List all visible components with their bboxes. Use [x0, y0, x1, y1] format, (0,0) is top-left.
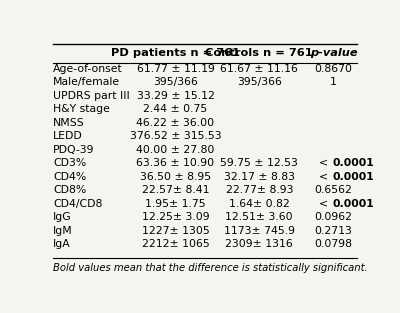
Text: 0.0798: 0.0798 — [315, 239, 353, 249]
Text: 2212± 1065: 2212± 1065 — [142, 239, 210, 249]
Text: PD patients n = 761: PD patients n = 761 — [111, 48, 240, 58]
Text: <: < — [320, 158, 332, 168]
Text: 395/366: 395/366 — [153, 77, 198, 87]
Text: 46.22 ± 36.00: 46.22 ± 36.00 — [136, 118, 215, 128]
Text: 0.0001: 0.0001 — [332, 199, 374, 209]
Text: 0.0001: 0.0001 — [332, 172, 374, 182]
Text: 2309± 1316: 2309± 1316 — [225, 239, 293, 249]
Text: 1.64± 0.82: 1.64± 0.82 — [229, 199, 290, 209]
Text: IgM: IgM — [53, 226, 73, 236]
Text: 22.77± 8.93: 22.77± 8.93 — [226, 185, 293, 195]
Text: 59.75 ± 12.53: 59.75 ± 12.53 — [220, 158, 298, 168]
Text: 36.50 ± 8.95: 36.50 ± 8.95 — [140, 172, 211, 182]
Text: Bold values mean that the difference is statistically significant.: Bold values mean that the difference is … — [53, 263, 368, 273]
Text: 61.77 ± 11.19: 61.77 ± 11.19 — [137, 64, 214, 74]
Text: 1.95± 1.75: 1.95± 1.75 — [145, 199, 206, 209]
Text: Controls n = 761: Controls n = 761 — [206, 48, 313, 58]
Text: CD8%: CD8% — [53, 185, 86, 195]
Text: Age-of-onset: Age-of-onset — [53, 64, 123, 74]
Text: 395/366: 395/366 — [237, 77, 282, 87]
Text: 63.36 ± 10.90: 63.36 ± 10.90 — [136, 158, 215, 168]
Text: 12.25± 3.09: 12.25± 3.09 — [142, 212, 209, 222]
Text: <: < — [320, 199, 332, 209]
Text: CD4%: CD4% — [53, 172, 86, 182]
Text: CD4/CD8: CD4/CD8 — [53, 199, 102, 209]
Text: 61.67 ± 11.16: 61.67 ± 11.16 — [220, 64, 298, 74]
Text: PDQ-39: PDQ-39 — [53, 145, 94, 155]
Text: 0.2713: 0.2713 — [315, 226, 352, 236]
Text: CD3%: CD3% — [53, 158, 86, 168]
Text: 22.57± 8.41: 22.57± 8.41 — [142, 185, 209, 195]
Text: 1173± 745.9: 1173± 745.9 — [224, 226, 295, 236]
Text: <: < — [320, 172, 332, 182]
Text: UPDRS part III: UPDRS part III — [53, 91, 130, 101]
Text: 0.0001: 0.0001 — [332, 158, 374, 168]
Text: 1: 1 — [330, 77, 337, 87]
Text: 33.29 ± 15.12: 33.29 ± 15.12 — [137, 91, 214, 101]
Text: H&Y stage: H&Y stage — [53, 104, 110, 114]
Text: 0.8670: 0.8670 — [315, 64, 353, 74]
Text: 0.0962: 0.0962 — [315, 212, 353, 222]
Text: 1227± 1305: 1227± 1305 — [142, 226, 210, 236]
Text: 2.44 ± 0.75: 2.44 ± 0.75 — [144, 104, 208, 114]
Text: NMSS: NMSS — [53, 118, 85, 128]
Text: Male/female: Male/female — [53, 77, 120, 87]
Text: IgG: IgG — [53, 212, 72, 222]
Text: 40.00 ± 27.80: 40.00 ± 27.80 — [136, 145, 215, 155]
Text: p-value: p-value — [310, 48, 358, 58]
Text: 0.6562: 0.6562 — [315, 185, 352, 195]
Text: 32.17 ± 8.83: 32.17 ± 8.83 — [224, 172, 295, 182]
Text: LEDD: LEDD — [53, 131, 83, 141]
Text: IgA: IgA — [53, 239, 71, 249]
Text: 12.51± 3.60: 12.51± 3.60 — [226, 212, 293, 222]
Text: 376.52 ± 315.53: 376.52 ± 315.53 — [130, 131, 221, 141]
